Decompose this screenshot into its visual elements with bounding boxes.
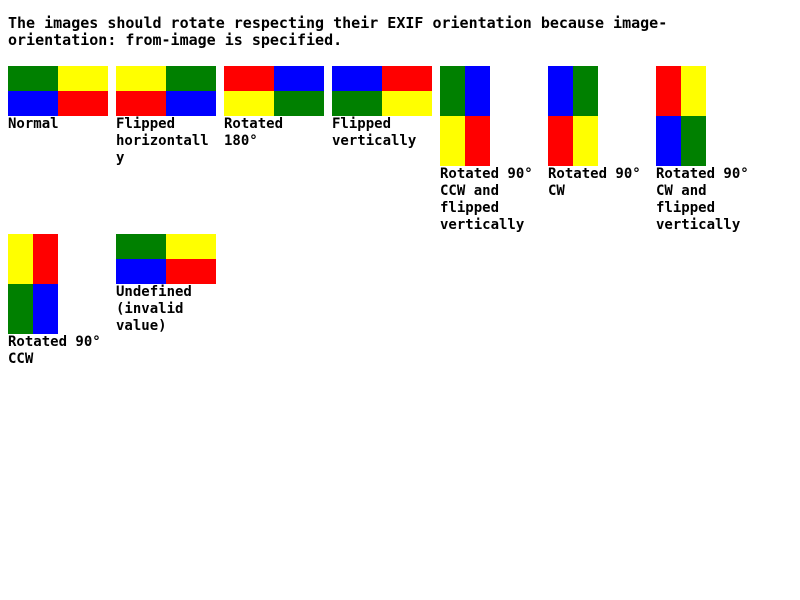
orientation-image xyxy=(440,66,490,166)
intro-text: The images should rotate respecting thei… xyxy=(8,14,668,49)
quadrant-yellow xyxy=(166,234,216,259)
quadrant-red xyxy=(166,259,216,284)
quadrant-red xyxy=(656,66,681,116)
orientation-caption: Rotated 90° CCW xyxy=(8,334,101,367)
orientation-image xyxy=(224,66,324,116)
quadrant-blue xyxy=(33,284,58,334)
orientation-caption: Rotated 90° CW xyxy=(548,166,641,199)
quadrant-yellow xyxy=(440,116,465,166)
quadrant-green xyxy=(573,66,598,116)
quadrant-red xyxy=(548,116,573,166)
orientation-caption: Flipped horizontally xyxy=(116,116,209,166)
quadrant-green xyxy=(8,284,33,334)
orientation-item-normal: Normal xyxy=(8,66,108,133)
quadrant-yellow xyxy=(8,234,33,284)
orientation-item-rotated-180: Rotated 180° xyxy=(224,66,324,150)
quadrant-red xyxy=(224,66,274,91)
orientation-caption: Flipped vertically xyxy=(332,116,417,149)
orientation-item-undefined: Undefined (invalid value) xyxy=(116,234,216,335)
quadrant-blue xyxy=(166,91,216,116)
quadrant-red xyxy=(33,234,58,284)
orientation-image xyxy=(8,66,108,116)
quadrant-yellow xyxy=(58,66,108,91)
orientation-item-flipped-vertically: Flipped vertically xyxy=(332,66,432,150)
orientation-caption: Rotated 90° CCW and flipped vertically xyxy=(440,166,533,233)
quadrant-yellow xyxy=(573,116,598,166)
quadrant-red xyxy=(465,116,490,166)
quadrant-green xyxy=(332,91,382,116)
quadrant-red xyxy=(116,91,166,116)
quadrant-blue xyxy=(548,66,573,116)
quadrant-yellow xyxy=(382,91,432,116)
orientation-item-rotated-90-ccw: Rotated 90° CCW xyxy=(8,234,108,368)
quadrant-blue xyxy=(465,66,490,116)
orientation-item-rotated-90-cw-flipped: Rotated 90° CW and flipped vertically xyxy=(656,66,756,234)
quadrant-yellow xyxy=(681,66,706,116)
quadrant-blue xyxy=(332,66,382,91)
quadrant-blue xyxy=(116,259,166,284)
quadrant-green xyxy=(440,66,465,116)
orientation-image xyxy=(656,66,706,166)
orientation-image xyxy=(116,234,216,284)
quadrant-yellow xyxy=(224,91,274,116)
quadrant-blue xyxy=(274,66,324,91)
orientation-caption: Rotated 90° CW and flipped vertically xyxy=(656,166,749,233)
orientation-image xyxy=(332,66,432,116)
orientation-item-rotated-90-cw: Rotated 90° CW xyxy=(548,66,648,200)
quadrant-blue xyxy=(656,116,681,166)
quadrant-red xyxy=(382,66,432,91)
orientation-image xyxy=(116,66,216,116)
orientation-image xyxy=(8,234,58,334)
orientation-image xyxy=(548,66,598,166)
orientation-caption: Normal xyxy=(8,116,59,132)
quadrant-green xyxy=(116,234,166,259)
orientation-item-rotated-90-ccw-flipped: Rotated 90° CCW and flipped vertically xyxy=(440,66,540,234)
quadrant-yellow xyxy=(116,66,166,91)
quadrant-green xyxy=(8,66,58,91)
orientation-item-flipped-horizontally: Flipped horizontally xyxy=(116,66,216,167)
orientation-caption: Rotated 180° xyxy=(224,116,284,149)
quadrant-red xyxy=(58,91,108,116)
orientation-caption: Undefined (invalid value) xyxy=(116,284,192,334)
quadrant-green xyxy=(681,116,706,166)
quadrant-blue xyxy=(8,91,58,116)
quadrant-green xyxy=(274,91,324,116)
quadrant-green xyxy=(166,66,216,91)
